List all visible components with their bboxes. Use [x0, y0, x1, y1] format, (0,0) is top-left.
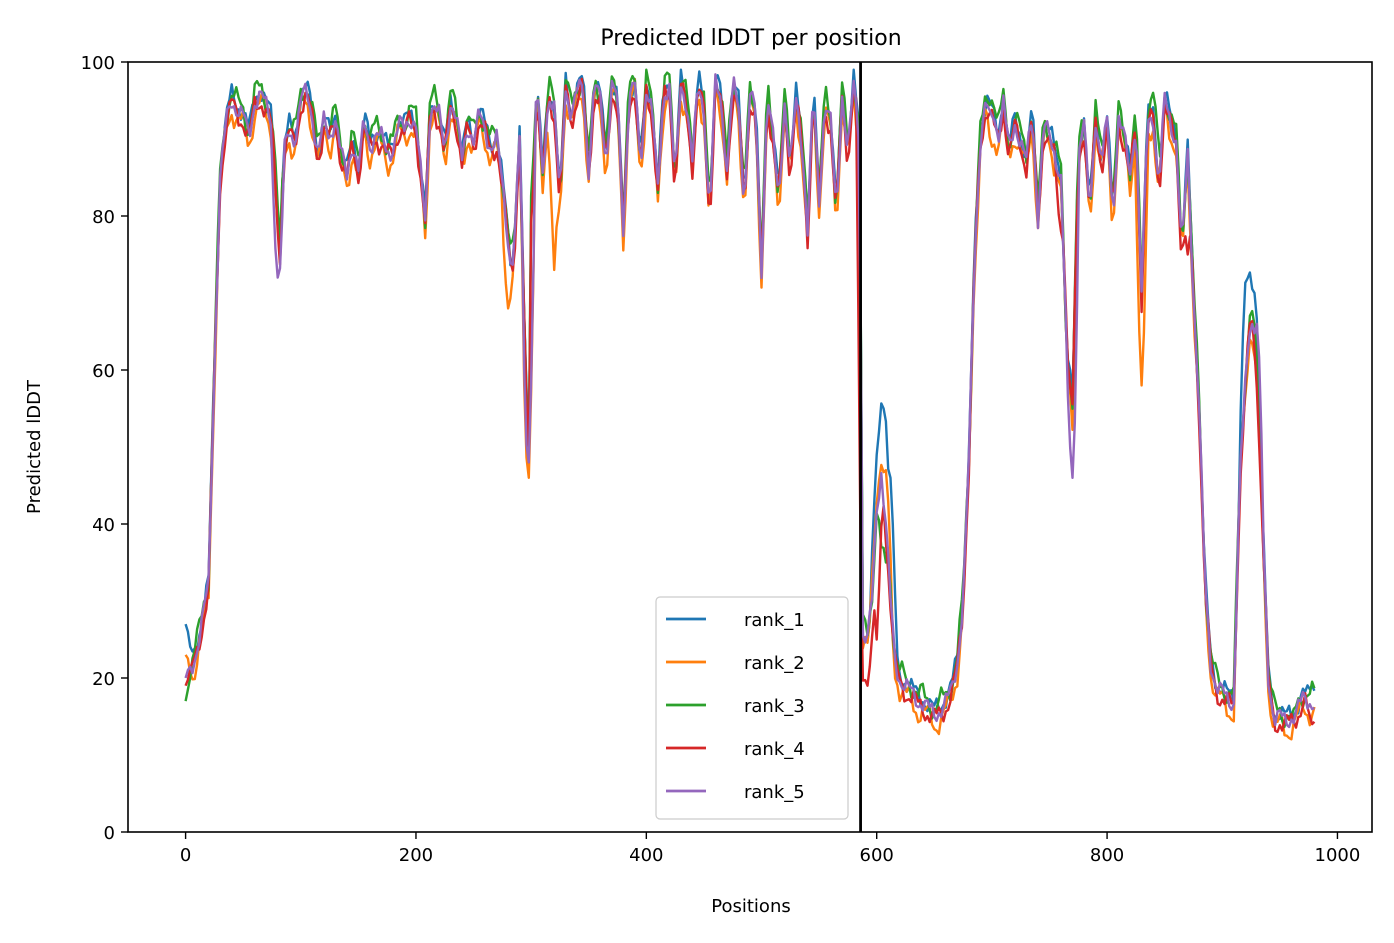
x-axis-label: Positions — [711, 896, 790, 917]
legend-box — [655, 596, 849, 820]
series-line-rank_5 — [184, 73, 1315, 729]
legend-label-rank_4: rank_4 — [744, 739, 805, 760]
legend: rank_1 rank_2 rank_3 rank_4 rank_5 — [655, 596, 849, 820]
y-tick-label: 100 — [81, 53, 115, 74]
legend-label-rank_1: rank_1 — [744, 610, 805, 631]
legend-label-rank_2: rank_2 — [744, 653, 805, 674]
chart-title: Predicted lDDT per position — [600, 26, 901, 51]
y-tick-label: 20 — [92, 669, 115, 690]
x-tick-label: 400 — [629, 845, 663, 866]
x-tick-label: 1000 — [1315, 845, 1361, 866]
y-tick-label: 0 — [104, 823, 115, 844]
plot-area — [184, 62, 1316, 832]
x-tick-label: 0 — [180, 845, 191, 866]
plot-frame — [127, 61, 1373, 833]
legend-label-rank_3: rank_3 — [744, 696, 805, 717]
y-axis: 0 20 40 60 80 100 — [81, 53, 128, 844]
x-tick-label: 600 — [860, 845, 894, 866]
y-axis-label: Predicted lDDT — [24, 379, 45, 514]
x-tick-label: 200 — [399, 845, 433, 866]
y-tick-label: 80 — [92, 207, 115, 228]
y-tick-label: 60 — [92, 361, 115, 382]
y-tick-label: 40 — [92, 515, 115, 536]
x-axis: 0 200 400 600 800 1000 — [180, 832, 1360, 866]
x-tick-label: 800 — [1090, 845, 1124, 866]
legend-label-rank_5: rank_5 — [744, 782, 805, 803]
